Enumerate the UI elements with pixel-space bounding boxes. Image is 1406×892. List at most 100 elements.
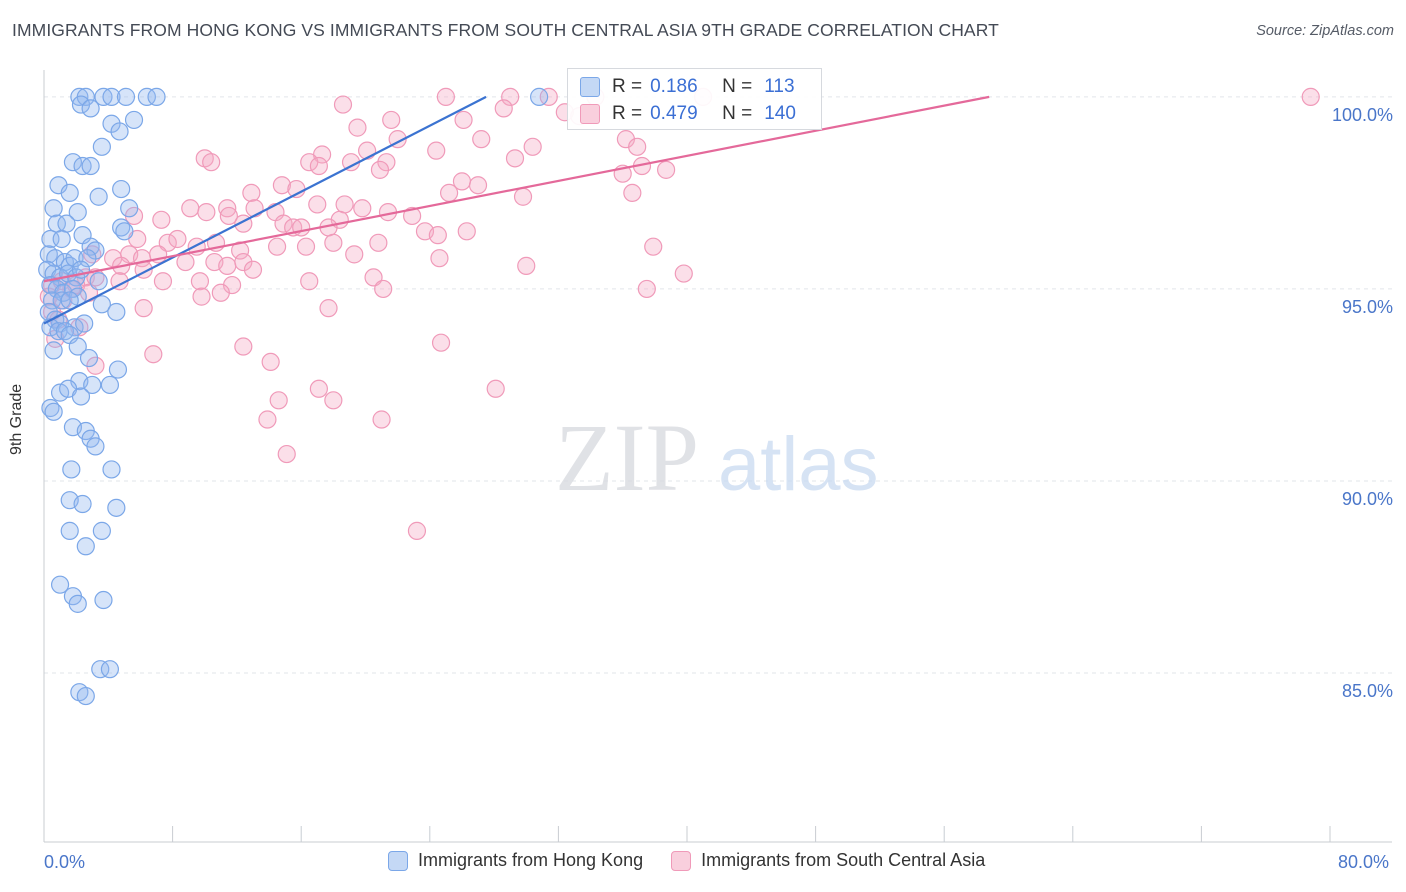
- r-value-hong-kong: 0.186: [650, 76, 698, 97]
- legend-item-hong-kong[interactable]: Immigrants from Hong Kong: [388, 850, 643, 871]
- south-central-asia-point: [494, 99, 513, 118]
- hong-kong-point: [68, 337, 87, 356]
- south-central-asia-point: [657, 160, 676, 179]
- south-central-asia-point: [181, 199, 200, 218]
- south-central-asia-point: [192, 287, 211, 306]
- south-central-asia-point: [345, 245, 364, 264]
- hong-kong-point: [78, 249, 97, 268]
- source-label: Source: ZipAtlas.com: [1256, 23, 1394, 39]
- hong-kong-point: [86, 437, 105, 456]
- south-central-asia-point: [176, 252, 195, 272]
- hong-kong-point: [71, 95, 91, 114]
- legend-row-hong-kong: R = 0.186 N = 113: [580, 74, 795, 100]
- south-central-asia-point: [308, 195, 327, 214]
- hong-kong-point: [75, 314, 94, 333]
- r-label: R =: [612, 76, 643, 97]
- chart-title: IMMIGRANTS FROM HONG KONG VS IMMIGRANTS …: [12, 20, 999, 40]
- south-central-asia-point: [300, 153, 319, 172]
- south-central-asia-point: [218, 256, 237, 275]
- n-label: N =: [722, 103, 753, 124]
- y-tick-label: 95.0%: [1342, 297, 1393, 317]
- hong-kong-point: [110, 122, 129, 141]
- hong-kong-point: [71, 387, 91, 406]
- south-central-asia-point: [427, 141, 446, 160]
- hong-kong-point: [147, 87, 166, 106]
- hong-kong-point: [89, 272, 108, 291]
- hong-kong-point: [100, 375, 120, 395]
- south-central-asia-point: [370, 160, 390, 179]
- hong-kong-point: [60, 291, 79, 310]
- watermark-atlas: atlas: [718, 422, 879, 507]
- hong-kong-point: [530, 87, 549, 106]
- hong-kong-point: [44, 341, 63, 360]
- south-central-asia-point: [472, 130, 491, 149]
- legend-swatch-south-central-asia: [671, 850, 692, 871]
- south-central-asia-point: [436, 87, 455, 106]
- legend-label-hong-kong: Immigrants from Hong Kong: [418, 850, 644, 870]
- n-value-hong-kong: 113: [764, 76, 795, 97]
- hong-kong-point: [76, 537, 95, 556]
- hong-kong-point: [70, 87, 89, 106]
- hong-kong-point: [115, 222, 134, 241]
- south-central-asia-point: [267, 237, 287, 256]
- stats-legend: R = 0.186 N = 113 R = 0.479 N = 140: [567, 68, 822, 130]
- hong-kong-point: [50, 575, 70, 594]
- south-central-asia-point: [245, 199, 264, 218]
- south-central-asia-point: [358, 141, 377, 160]
- south-central-asia-point: [134, 299, 153, 318]
- south-central-asia-point: [431, 333, 451, 352]
- y-tick-label: 100.0%: [1332, 105, 1393, 125]
- south-central-asia-point: [168, 229, 187, 249]
- hong-kong-point: [42, 291, 62, 310]
- hong-kong-trend-line: [43, 95, 487, 325]
- south-central-asia-point: [153, 272, 173, 291]
- legend-item-south-central-asia[interactable]: Immigrants from South Central Asia: [671, 850, 985, 871]
- south-central-asia-points: [39, 87, 1320, 540]
- south-central-asia-point: [324, 391, 343, 410]
- hong-kong-point: [73, 494, 92, 514]
- south-central-asia-point: [144, 345, 163, 364]
- x-axis-max-label: 80.0%: [1338, 852, 1390, 872]
- south-central-asia-point: [439, 183, 459, 203]
- south-central-asia-point: [269, 391, 288, 410]
- hong-kong-point: [52, 229, 71, 249]
- hong-kong-point: [81, 99, 100, 118]
- south-central-asia-point: [261, 352, 280, 372]
- south-central-asia-point: [513, 187, 533, 206]
- hong-kong-point: [76, 686, 95, 706]
- y-tick-labels: 100.0% 95.0% 90.0% 85.0%: [1332, 105, 1393, 701]
- legend-swatch-hong-kong: [580, 77, 600, 97]
- hong-kong-point: [60, 183, 79, 203]
- x-axis-min-label: 0.0%: [44, 852, 86, 872]
- trend-lines: [43, 95, 990, 325]
- south-central-asia-point: [333, 95, 353, 114]
- south-central-asia-point: [152, 210, 171, 229]
- south-central-asia-point: [382, 110, 401, 130]
- hong-kong-point: [57, 214, 76, 233]
- south-central-asia-point: [348, 118, 367, 137]
- hong-kong-point: [120, 199, 139, 218]
- south-central-asia-point: [319, 299, 338, 318]
- watermark: ZIP atlas: [555, 404, 879, 511]
- south-central-asia-point: [219, 206, 238, 226]
- hong-kong-point: [124, 110, 144, 130]
- hong-kong-point: [65, 249, 84, 268]
- south-central-asia-point: [272, 176, 292, 195]
- r-value-south-central-asia: 0.479: [650, 103, 698, 124]
- legend-swatch-hong-kong: [388, 850, 408, 871]
- hong-kong-point: [44, 199, 63, 218]
- south-central-asia-point: [300, 272, 319, 291]
- south-central-asia-point: [190, 272, 210, 291]
- legend-row-south-central-asia: R = 0.479 N = 140: [580, 101, 796, 127]
- y-tick-label: 90.0%: [1342, 489, 1393, 509]
- grid-lines: [44, 96, 1392, 674]
- hong-kong-point: [79, 348, 99, 368]
- south-central-asia-point: [1301, 87, 1320, 106]
- hong-kong-point: [102, 460, 121, 479]
- south-central-asia-point: [242, 183, 261, 203]
- r-label: R =: [612, 103, 643, 124]
- south-central-asia-point: [296, 237, 316, 256]
- south-central-asia-point: [202, 153, 221, 172]
- south-central-asia-point: [454, 110, 473, 130]
- south-central-asia-point: [335, 195, 354, 214]
